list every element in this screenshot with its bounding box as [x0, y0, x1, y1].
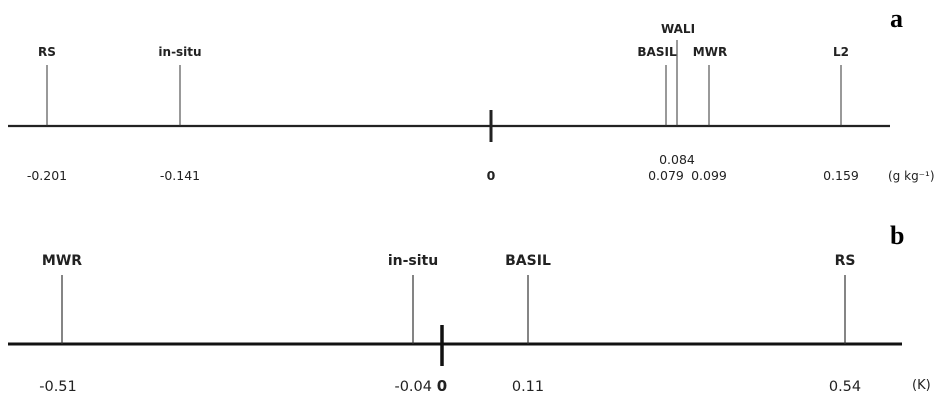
panel-a: a 0 RS -0.201 in-situ -0.141 BASIL 0.079…	[8, 4, 935, 183]
panel-b-marker-basil-value: 0.11	[512, 379, 544, 395]
panel-b-marker-rs-name: RS	[835, 253, 856, 269]
panel-a-marker-wali-name: WALI	[661, 22, 695, 36]
panel-b-unit-label: (K)	[912, 378, 931, 393]
panel-a-marker-rs-value: -0.201	[27, 168, 67, 183]
panel-b-marker-in-situ-name: in-situ	[388, 253, 438, 269]
panel-b-marker-basil-name: BASIL	[505, 253, 551, 269]
panel-b-marker-in-situ-value: -0.04	[394, 379, 432, 395]
panel-a-marker-wali-value: 0.084	[659, 152, 695, 167]
panel-a-marker-in-situ-name: in-situ	[158, 45, 201, 59]
panel-a-unit-label: (g kg⁻¹)	[888, 169, 935, 183]
panel-b-marker-mwr-name: MWR	[42, 253, 82, 269]
panel-a-letter: a	[890, 4, 903, 33]
panel-a-marker-in-situ-value: -0.141	[160, 168, 200, 183]
panel-b-zero-label: 0	[437, 377, 447, 395]
panel-a-zero-label: 0	[487, 168, 496, 183]
panel-a-marker-mwr-name: MWR	[693, 45, 727, 59]
panel-a-marker-basil-name: BASIL	[637, 45, 677, 59]
panel-b-letter: b	[890, 221, 904, 250]
panel-b-marker-rs-value: 0.54	[829, 379, 861, 395]
panel-a-marker-l2-value: 0.159	[823, 168, 859, 183]
panel-a-marker-mwr-value: 0.099	[691, 168, 727, 183]
panel-b: b 0 MWR -0.51 in-situ -0.04 BASIL 0.11 R…	[8, 221, 931, 395]
panel-b-marker-mwr-value: -0.51	[39, 379, 77, 395]
panel-a-marker-basil-value: 0.079	[648, 168, 684, 183]
panel-a-marker-l2-name: L2	[833, 45, 849, 59]
panel-a-marker-rs-name: RS	[38, 45, 56, 59]
